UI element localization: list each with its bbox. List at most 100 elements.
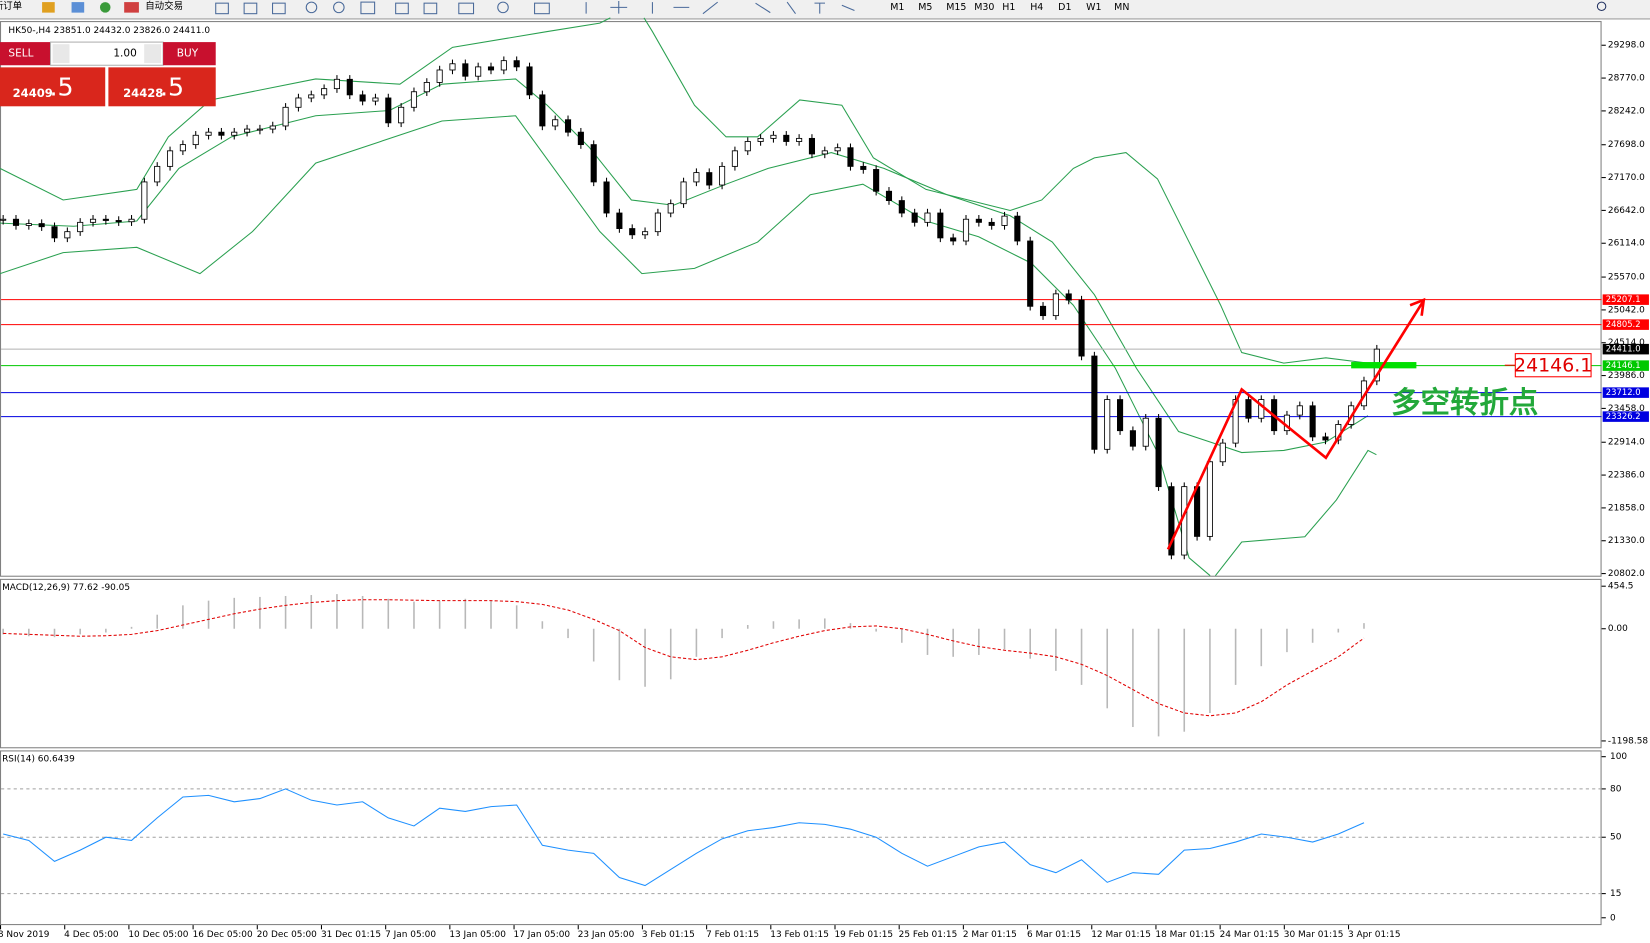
candle — [1091, 355, 1098, 450]
candle — [179, 144, 186, 152]
x-tick-label: 18 Mar 01:15 — [1155, 930, 1215, 940]
x-tick-label: 25 Feb 01:15 — [899, 930, 958, 940]
macd-bar — [952, 628, 954, 657]
annotation-box — [1514, 353, 1592, 378]
x-tick-label: 24 Mar 01:15 — [1220, 930, 1280, 940]
candle — [693, 172, 700, 183]
timeframe-button[interactable]: M15 — [946, 2, 966, 13]
candle — [796, 137, 803, 142]
auto-trading-icon[interactable] — [124, 2, 139, 13]
macd-bar — [1055, 628, 1057, 671]
icon[interactable] — [99, 2, 111, 13]
buy-price-frac[interactable]: .5 — [160, 72, 184, 101]
timeframe-button[interactable]: H4 — [1030, 2, 1043, 13]
timeframe-button[interactable]: M1 — [890, 2, 904, 13]
x-tick-label: 10 Dec 05:00 — [128, 930, 188, 940]
buy-button[interactable] — [163, 42, 216, 66]
price-level-tag — [1602, 343, 1649, 355]
buy-price-box[interactable] — [108, 67, 216, 107]
toolbar-icons[interactable] — [215, 1, 855, 15]
candle — [141, 181, 148, 220]
timeframe-button[interactable]: W1 — [1086, 2, 1101, 13]
candle — [847, 147, 854, 167]
candle — [244, 128, 251, 133]
candle — [25, 223, 32, 226]
y-tick-label: 25570.0 — [1608, 273, 1645, 283]
y-tick-label: 15 — [1610, 889, 1621, 899]
candle — [680, 181, 687, 205]
rsi-line — [3, 788, 1365, 887]
candle — [475, 66, 482, 77]
candle — [757, 137, 764, 142]
candle — [500, 60, 507, 71]
macd-bar — [182, 605, 184, 629]
y-tick-label: 27698.0 — [1608, 140, 1645, 150]
new-order-button[interactable]: 新订单 — [0, 0, 22, 12]
lots-value[interactable]: 1.00 — [113, 48, 136, 60]
candle — [333, 78, 340, 90]
macd-bar — [1209, 628, 1211, 713]
sell-price-frac[interactable]: .5 — [49, 72, 73, 101]
sell-price[interactable]: 24409 — [13, 86, 53, 100]
candle — [231, 131, 238, 136]
timeframe-button[interactable]: M5 — [918, 2, 932, 13]
timeframe-button[interactable]: D1 — [1058, 2, 1071, 13]
x-tick-label: 23 Jan 05:00 — [578, 930, 635, 940]
zigzag-arrow — [1166, 301, 1424, 550]
macd-bar — [53, 628, 56, 638]
candle — [295, 97, 302, 108]
timeframe-bar: M1 M5 M15 M30 H1 H4 D1 W1 MN — [890, 2, 1129, 13]
candle — [1296, 405, 1303, 416]
icon[interactable] — [71, 2, 85, 13]
candle — [128, 218, 135, 223]
candle — [962, 218, 970, 242]
candle — [667, 203, 674, 214]
y-tick-label: 22386.0 — [1608, 471, 1645, 481]
macd-bar — [130, 626, 133, 629]
toolbar: 新订单 自动交易 M1 M5 M15 M30 H1 H4 D1 W1 MN — [0, 0, 1650, 20]
candle — [552, 119, 559, 127]
lots-up[interactable] — [144, 44, 162, 64]
icon[interactable] — [42, 2, 55, 13]
y-tick-label: 0.00 — [1608, 624, 1628, 634]
search-icon[interactable] — [1596, 1, 1607, 12]
macd-bar — [438, 600, 441, 629]
buy-price[interactable]: 24428 — [123, 86, 163, 100]
candle — [808, 137, 816, 155]
candle — [937, 212, 944, 239]
macd-bar — [1003, 628, 1006, 650]
annotation-text: 多空转折点 — [1391, 386, 1538, 420]
candle — [166, 150, 174, 167]
sell-button[interactable] — [0, 42, 51, 66]
buy-label[interactable]: BUY — [177, 48, 199, 60]
sell-price-box[interactable] — [0, 67, 106, 107]
chart-layer: 29298.0 28770.0 28242.0 27698.0 27170.0 26642… — [0, 41, 1649, 940]
lots-down[interactable] — [52, 44, 70, 64]
candle — [539, 94, 546, 127]
sell-label[interactable]: SELL — [8, 48, 33, 60]
candle — [77, 221, 84, 233]
x-tick-label: 7 Jan 05:00 — [385, 930, 436, 940]
timeframe-button[interactable]: MN — [1114, 2, 1129, 13]
timeframe-button[interactable]: M30 — [974, 2, 994, 13]
macd-bar — [541, 621, 544, 629]
macd-bar — [105, 628, 107, 633]
macd-bar — [1132, 628, 1134, 728]
y-tick-label: 28242.0 — [1608, 106, 1645, 116]
candle — [744, 141, 751, 152]
auto-trading-button[interactable]: 自动交易 — [145, 0, 183, 12]
x-tick-label: 13 Feb 01:15 — [770, 930, 829, 940]
timeframe-button[interactable]: H1 — [1002, 2, 1015, 13]
macd-bar — [875, 628, 877, 632]
price-level-tag — [1602, 387, 1649, 398]
candle — [1117, 399, 1124, 432]
symbol-info: HK50-,H4 23851.0 24432.0 23826.0 24411.0 — [8, 26, 210, 36]
macd-bar — [1029, 628, 1031, 659]
candle — [616, 212, 623, 229]
candle — [988, 221, 995, 226]
candle — [603, 181, 610, 214]
candle — [1245, 399, 1252, 419]
y-tick-label: 29298.0 — [1608, 41, 1645, 51]
price-panel — [0, 21, 1602, 577]
